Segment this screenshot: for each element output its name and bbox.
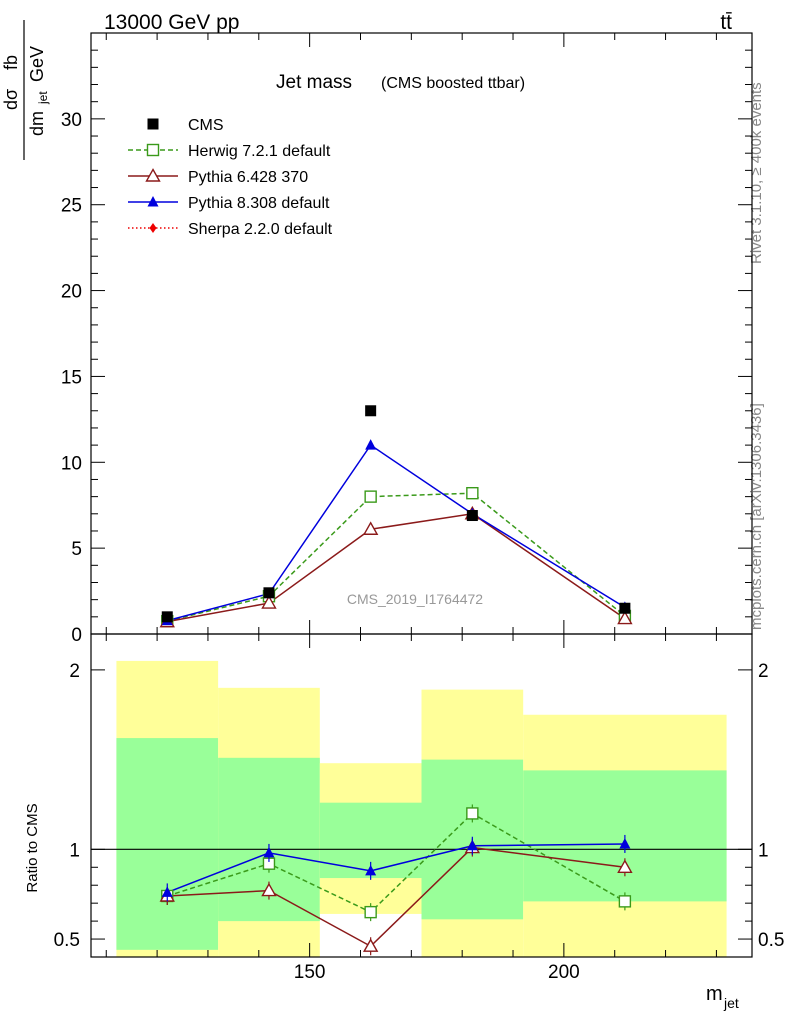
data-point [364, 490, 377, 503]
ratio-y-tick-label-right: 0.5 [758, 930, 784, 951]
ratio-panel: 0.5 0.5 1 1 2 2 150 200 [54, 633, 784, 983]
analysis-watermark: CMS_2019_I1764472 [347, 591, 483, 607]
x-axis-label: m jet [706, 983, 739, 1011]
legend-marker [146, 143, 160, 157]
y-tick-label: 5 [71, 539, 82, 560]
ratio-y-tick-label: 2 [69, 661, 80, 682]
chart-subtitle: (CMS boosted ttbar) [381, 75, 525, 92]
legend-label: Pythia 6.428 370 [188, 169, 308, 186]
ylabel-numerator: dσ [1, 89, 21, 110]
ratio-point [617, 859, 633, 873]
legend-label: Pythia 8.308 default [188, 195, 330, 212]
ratio-y-tick-label-right: 1 [758, 840, 769, 861]
ylabel-denominator-unit: GeV [27, 46, 47, 82]
x-tick-label: 200 [548, 962, 580, 983]
ratio-y-tick-label: 0.5 [54, 930, 80, 951]
legend-marker [145, 168, 161, 182]
ratio-y-tick-label: 1 [69, 840, 80, 861]
process-label: tt̄ [720, 11, 732, 34]
data-point-cms [365, 405, 377, 417]
data-point-cms [263, 587, 275, 599]
ratio-point [261, 882, 277, 897]
legend-label: CMS [188, 117, 224, 134]
xlabel-sub: jet [723, 995, 739, 1011]
ratio-point [618, 895, 632, 908]
data-point-cms [619, 602, 631, 614]
main-panel: 0 5 10 15 20 25 30 [61, 32, 753, 646]
legend-marker [147, 118, 159, 130]
ratio-point [365, 864, 377, 876]
ratio-point [466, 839, 478, 851]
data-point [617, 610, 633, 625]
data-point [466, 486, 479, 500]
ratio-point [362, 938, 379, 952]
ratio-point [263, 846, 275, 858]
legend-label: Herwig 7.2.1 default [188, 143, 331, 160]
y-tick-label: 15 [61, 367, 82, 388]
ratio-y-tick-label-right: 2 [758, 661, 769, 682]
ratio-point [466, 807, 479, 820]
ratio-point [364, 905, 377, 919]
y-tick-label: 30 [61, 110, 82, 131]
ratio-y-axis-label: Ratio to CMS [24, 803, 41, 892]
rivet-version-label: Rivet 3.1.10, ≥ 400k events [748, 82, 765, 264]
legend-label: Sherpa 2.2.0 default [188, 221, 333, 238]
y-tick-label: 20 [61, 282, 82, 303]
ratio-point [619, 837, 631, 849]
ylabel-denominator-sub: jet [36, 91, 50, 105]
xlabel-main: m [706, 983, 723, 1005]
data-point [365, 439, 377, 450]
ylabel-denominator: dm [27, 111, 47, 136]
legend: CMS Herwig 7.2.1 default Pythia 6.428 370 P… [128, 117, 333, 238]
x-tick-label: 150 [294, 962, 326, 983]
beam-label: 13000 GeV pp [104, 11, 239, 34]
y-tick-label: 0 [71, 625, 82, 646]
ratio-frame [90, 633, 753, 958]
data-point-cms [466, 510, 478, 522]
legend-marker [147, 196, 159, 207]
data-point-cms [161, 611, 173, 623]
chart-title: Jet mass [276, 72, 352, 93]
y-tick-label: 25 [61, 196, 82, 217]
y-tick-label: 10 [61, 453, 82, 474]
legend-marker [149, 223, 157, 233]
ratio-point [161, 886, 173, 897]
data-point [362, 521, 379, 535]
uncertainty-band-inner [116, 738, 219, 950]
data-point [261, 595, 277, 609]
site-label: mcplots.cern.ch [arXiv:1306.3436] [748, 403, 765, 630]
main-y-axis-label: dσ fb dm jet GeV [1, 20, 50, 160]
ylabel-numerator-unit: fb [1, 55, 21, 70]
